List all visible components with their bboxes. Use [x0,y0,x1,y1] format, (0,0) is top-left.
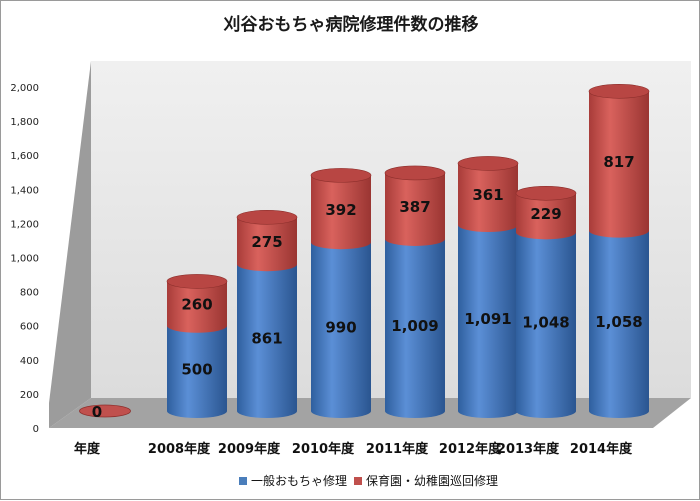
x-tick-label: 2008年度 [148,441,211,457]
data-label: 861 [251,330,282,348]
y-tick-label: 2,000 [10,83,39,94]
bar-segment [589,230,649,418]
bar-top-cap [457,156,519,171]
y-tick-label: 1,000 [10,254,39,265]
bar-segment [311,242,371,418]
data-label: 275 [251,233,282,251]
bar-segment [167,325,227,418]
bar-top-cap [310,168,372,183]
bar-segment [458,163,518,232]
data-label: 817 [603,153,634,171]
data-label: 1,058 [595,313,642,331]
y-tick-label: 1,800 [10,117,39,128]
data-label: 361 [472,186,503,204]
data-label: 1,048 [522,314,569,332]
chart-title: 刈谷おもちゃ病院修理件数の推移 [224,14,479,35]
data-label: 387 [399,198,430,216]
bar-segment [311,175,371,250]
y-tick-label: 200 [20,390,39,401]
data-label: 0 [92,403,102,421]
data-label: 260 [181,296,212,314]
x-tick-label: 2012年度 [439,441,502,457]
legend-label: 一般おもちゃ修理 [251,473,347,488]
y-tick-label: 600 [20,322,39,333]
bar-segment [458,224,518,418]
x-tick-label: 2011年度 [366,441,429,457]
data-label: 990 [325,319,356,337]
y-tick-label: 1,200 [10,219,39,230]
data-label: 229 [530,205,561,223]
bars-group: 0 500 260 861 275 990 392 1,009 387 1,091 361 1,048… [79,84,650,421]
bar-segment [385,172,445,246]
bar-top-cap [236,210,298,225]
x-tick-label: 2009年度 [218,441,281,457]
legend-swatch [239,477,247,485]
data-label: 1,091 [464,310,511,328]
bar-top-cap [384,165,446,181]
side-wall [49,61,91,428]
bar-segment [237,217,297,272]
data-label: 1,009 [391,317,438,335]
data-label: 392 [325,201,356,219]
y-tick-label: 400 [20,356,39,367]
y-tick-label: 0 [33,424,39,435]
bar-segment [516,232,576,418]
x-tick-label: 2010年度 [292,441,355,457]
y-axis: 0 200 400 600 800 1,000 1,200 1,400 1,600 1,800 2,… [10,83,39,435]
bar-zero-marker [79,404,131,418]
y-tick-label: 1,600 [10,151,39,162]
y-tick-label: 1,400 [10,185,39,196]
y-tick-label: 800 [20,288,39,299]
x-tick-label: 2013年度 [497,441,560,457]
bar-segment [385,238,445,418]
legend-label: 保育園・幼稚園巡回修理 [366,473,498,488]
bar-segment [516,193,576,240]
legend: 一般おもちゃ修理 保育園・幼稚園巡回修理 [239,473,498,488]
bar-top-cap [166,274,228,289]
x-tick-label: 年度 [74,441,101,457]
legend-swatch [354,477,362,485]
bar-top-cap [515,185,577,201]
bar-top-cap [588,84,650,99]
bar-segment [237,264,297,418]
x-tick-label: 2014年度 [570,441,633,457]
data-label: 500 [181,360,212,378]
bar-segment [589,91,649,238]
bar-segment [167,281,228,333]
